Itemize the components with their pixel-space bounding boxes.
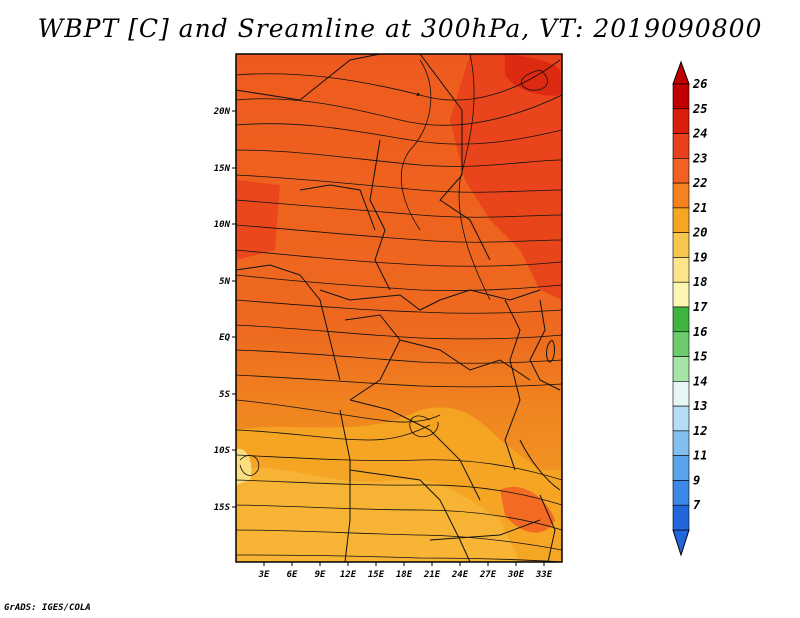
colorbar-label: 17 [693,300,708,314]
lat-tick-label: 10N [214,220,231,230]
lon-tick-label: 9E [315,570,326,580]
colorbar-cell [672,480,690,506]
lon-tick-label: 12E [340,570,357,580]
map-frame [235,53,563,563]
colorbar-cell [672,430,690,456]
lon-tick-label: 21E [423,570,441,580]
colorbar-cell [672,83,690,110]
lat-tick-label: EQ [219,333,230,343]
colorbar-cell [672,158,690,184]
colorbar-cell [672,306,690,333]
colorbar-label: 13 [693,399,707,413]
colorbar-cell [672,504,690,531]
colorbar-cell [672,455,690,481]
colorbar-cell [672,356,690,382]
lon-tick-label: 3E [258,570,270,580]
lat-tick-label: 15N [214,164,231,174]
colorbar-cell [672,381,690,407]
colorbar-bottom-arrow [672,529,690,557]
chart-title: WBPT [C] and Sreamline at 300hPa, VT: 20… [37,14,763,43]
lon-tick-label: 24E [451,570,469,580]
colorbar-cell [672,257,690,283]
lat-tick-label: 5S [219,390,230,400]
wbpt-region-24 [236,180,280,260]
colorbar-label: 19 [693,250,707,264]
grads-credit: GrADS: IGES/COLA [4,603,91,613]
lon-tick-label: 18E [396,570,413,580]
streamlines [236,54,562,562]
lon-tick-label: 33E [535,570,553,580]
colorbar-label: 20 [692,226,707,240]
lon-tick-label: 6E [287,570,298,580]
lon-tick-label: 30E [507,570,525,580]
lat-tick-label: 15S [214,503,231,513]
country-borders [236,54,561,562]
wbpt-region-25 [505,54,562,96]
colorbar-label: 16 [693,325,707,339]
colorbar-label: 18 [693,275,707,289]
lat-axis: 20N 15N 10N 5N EQ 5S 10S 15S [213,107,236,513]
colorbar-cell [672,182,690,209]
colorbar-label: 15 [693,350,707,364]
colorbar-label: 12 [693,424,707,438]
colorbar-top-arrow [672,60,690,85]
colorbar-label: 14 [693,374,707,388]
wbpt-region-19 [236,449,252,485]
lat-tick-label: 5N [219,277,230,287]
lon-axis: 3E 6E 9E 12E 15E 18E 21E 24E 27E 30E 33E [258,562,553,580]
colorbar-cell [672,281,690,308]
map-panel [236,54,562,562]
colorbar-cell [672,405,690,432]
lon-tick-label: 15E [368,570,385,580]
lat-tick-label: 20N [213,107,231,117]
colorbar-label: 24 [692,127,707,141]
colorbar-label: 9 [693,473,700,487]
colorbar-label: 7 [693,498,701,512]
colorbar-label: 11 [693,449,707,463]
colorbar-label: 26 [692,77,707,91]
colorbar: 26 25 24 23 22 21 20 19 18 17 16 15 14 13 12 11 9 7 [672,60,708,557]
colorbar-cell [672,232,690,258]
colorbar-label: 21 [692,201,707,215]
colorbar-cell [672,133,690,159]
wbpt-region-23 [500,486,555,533]
colorbar-cell [672,331,690,357]
wbpt-region-24 [450,54,562,300]
colorbar-label: 22 [692,176,707,190]
colorbar-label: 25 [692,102,707,116]
colorbar-cell [672,108,690,134]
lon-tick-label: 27E [479,570,497,580]
lat-tick-label: 10S [214,446,231,456]
colorbar-cell [672,207,690,233]
colorbar-label: 23 [692,151,707,165]
